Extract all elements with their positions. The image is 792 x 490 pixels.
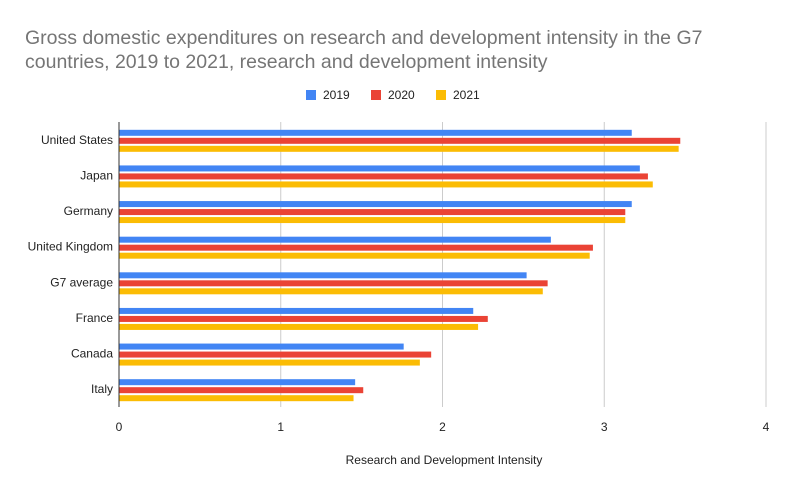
bar-2019-canada	[119, 343, 404, 350]
category-label-japan: Japan	[80, 168, 113, 182]
legend-label-2021: 2021	[453, 88, 480, 102]
category-label-italy: Italy	[91, 382, 113, 396]
x-tick-label-2: 2	[439, 420, 446, 434]
bar-2021-united-states	[119, 145, 679, 152]
bar-2021-japan	[119, 181, 653, 188]
legend-swatch-2021	[436, 90, 446, 100]
bar-2021-germany	[119, 217, 626, 224]
chart-title-line-2: countries, 2019 to 2021, research and de…	[25, 51, 548, 73]
bar-2021-france	[119, 323, 479, 330]
bar-2020-united-kingdom	[119, 244, 593, 251]
x-tick-label-3: 3	[601, 420, 608, 434]
bar-2020-france	[119, 315, 488, 322]
legend: 2019 2020 2021	[306, 88, 480, 102]
bars	[119, 129, 681, 402]
category-label-canada: Canada	[71, 347, 113, 361]
legend-label-2019: 2019	[323, 88, 350, 102]
bar-2021-canada	[119, 359, 420, 366]
x-tick-label-1: 1	[277, 420, 284, 434]
category-label-united-kingdom: United Kingdom	[28, 240, 113, 254]
bar-2019-france	[119, 307, 474, 314]
x-axis-title: Research and Development Intensity	[346, 453, 543, 467]
bar-2020-canada	[119, 351, 432, 358]
axes: 0 1 2 3 4 United States Japan Germany United Kin…	[28, 122, 770, 434]
bar-2020-g7-average	[119, 280, 548, 287]
category-label-united-states: United States	[41, 133, 113, 147]
category-label-france: France	[76, 311, 114, 325]
bar-2021-italy	[119, 395, 354, 402]
legend-swatch-2020	[371, 90, 381, 100]
bar-2019-g7-average	[119, 272, 527, 279]
chart-title-line-1: Gross domestic expenditures on research …	[25, 27, 703, 49]
bar-2019-united-kingdom	[119, 236, 551, 243]
category-label-germany: Germany	[64, 204, 113, 218]
bar-2019-italy	[119, 379, 356, 386]
category-label-g7-average: G7 average	[50, 275, 113, 289]
chart-title: Gross domestic expenditures on research …	[25, 26, 765, 74]
bar-2019-united-states	[119, 129, 632, 136]
bar-2020-germany	[119, 209, 626, 216]
bar-2020-united-states	[119, 137, 681, 144]
legend-swatch-2019	[306, 90, 316, 100]
bar-2020-italy	[119, 387, 364, 394]
x-tick-label-4: 4	[763, 420, 770, 434]
bar-2020-japan	[119, 173, 648, 180]
bar-2019-japan	[119, 165, 640, 172]
x-tick-label-0: 0	[116, 420, 123, 434]
bar-2021-united-kingdom	[119, 252, 590, 259]
bar-2021-g7-average	[119, 288, 543, 295]
bar-2019-germany	[119, 201, 632, 208]
legend-label-2020: 2020	[388, 88, 415, 102]
